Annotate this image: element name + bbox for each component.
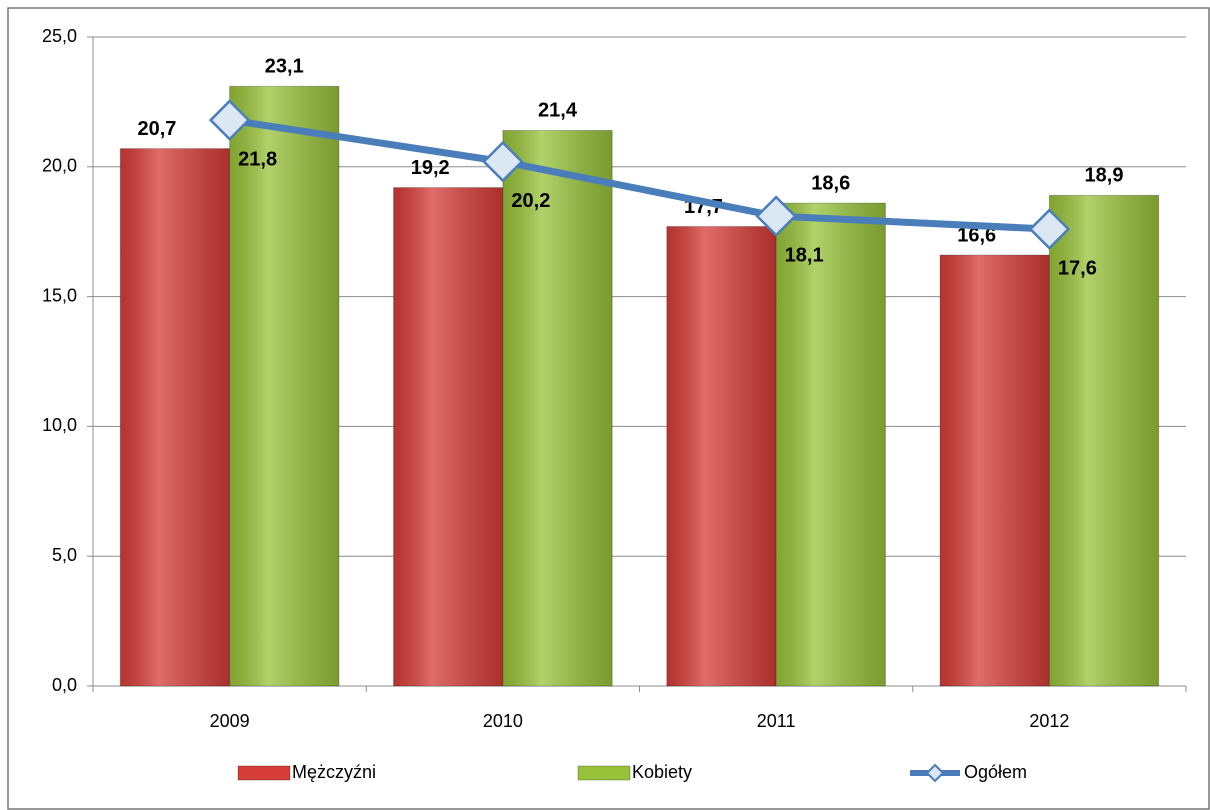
legend-label: Mężczyźni xyxy=(292,762,376,782)
legend-swatch xyxy=(237,765,291,781)
chart-frame xyxy=(7,7,1210,810)
bar-shine xyxy=(229,86,339,687)
marker xyxy=(1028,208,1071,250)
legend-label: Ogółem xyxy=(964,762,1027,782)
data-label: 21,8 xyxy=(238,148,277,170)
marker xyxy=(482,140,524,183)
x-tick-label: 2011 xyxy=(757,711,796,731)
bar-shine xyxy=(666,226,777,686)
data-label: 20,2 xyxy=(511,190,550,212)
legend-marker xyxy=(925,763,945,783)
legend-label: Kobiety xyxy=(632,762,692,782)
bar-shine xyxy=(776,203,886,687)
x-tick-label: 2009 xyxy=(210,711,250,731)
data-label: 21,4 xyxy=(538,100,578,122)
data-label: 18,1 xyxy=(785,244,824,266)
line xyxy=(229,116,1050,233)
y-tick-label: 15,0 xyxy=(42,285,77,305)
y-tick-label: 5,0 xyxy=(52,545,77,565)
data-label: 23,1 xyxy=(265,56,304,78)
y-tick-label: 0,0 xyxy=(52,675,77,695)
y-tick-label: 20,0 xyxy=(42,156,77,176)
bar-shine xyxy=(940,255,1050,686)
x-tick-label: 2012 xyxy=(1029,711,1069,731)
bar-shine xyxy=(502,130,613,686)
data-label: 18,6 xyxy=(811,172,850,194)
bar-shine xyxy=(393,187,503,686)
data-label: 20,7 xyxy=(138,118,177,140)
bar-shine xyxy=(120,148,230,687)
legend-swatch xyxy=(577,765,631,781)
marker xyxy=(755,195,797,237)
data-label: 19,2 xyxy=(411,157,450,179)
x-tick-label: 2010 xyxy=(483,711,523,731)
bar-shine xyxy=(1049,195,1159,686)
data-label: 16,6 xyxy=(957,224,996,246)
data-label: 18,9 xyxy=(1085,165,1124,187)
marker xyxy=(208,99,251,141)
y-tick-label: 10,0 xyxy=(42,415,77,435)
data-label: 17,6 xyxy=(1058,257,1097,279)
y-tick-label: 25,0 xyxy=(42,26,77,46)
